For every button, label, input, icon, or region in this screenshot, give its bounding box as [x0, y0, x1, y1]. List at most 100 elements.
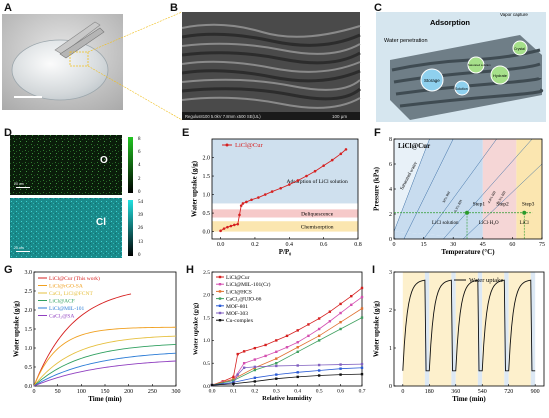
step-label: Step2 [496, 201, 509, 207]
x-tick-label: 0.2 [251, 242, 258, 248]
plot-frame [393, 271, 545, 387]
bubble-storage: Storage [424, 78, 440, 83]
data-point [339, 373, 342, 376]
x-tick-label: 0.0 [217, 242, 225, 248]
panel-label: D [4, 127, 12, 139]
legend-label: MOF-801 [226, 304, 248, 310]
rh-label: 4.4% RH [487, 190, 497, 204]
adsorption-schematic: Adsorption Water penetration Vapor captu… [376, 12, 546, 122]
data-point [232, 379, 235, 382]
data-point [275, 350, 278, 353]
y-tick-label: 0.5 [203, 361, 210, 367]
series-line [33, 344, 177, 387]
sem-image: Regulus8100 5.0kV 7.8mm x500 SE(UL) 100 … [181, 12, 361, 120]
eds-cl-scalebar: 20 um [14, 246, 24, 250]
data-point [296, 179, 300, 182]
data-point [253, 365, 257, 369]
x-tick-label: 30 [450, 242, 456, 248]
x-axis-label: P/P₀ [279, 248, 292, 256]
x-axis-label: Time (min) [88, 395, 122, 403]
legend-label: LiCl@MIL-101 [49, 306, 85, 312]
bubble-saturated: Saturated solution [468, 63, 491, 67]
data-point [222, 227, 226, 230]
x-tick-label: 540 [478, 389, 487, 395]
desorption-band [504, 272, 509, 386]
data-point [360, 307, 364, 310]
y-axis-label: Pressure (kPa) [372, 166, 380, 211]
data-point [253, 346, 257, 350]
panel-i: I 0 180 360 540 720 900 0 1 2 3 Time (min) Water up… [368, 262, 549, 413]
region-label: Deliquescence [301, 211, 334, 217]
schematic-subtitle: Water penetration [384, 38, 428, 44]
x-tick-label: 0.6 [337, 389, 344, 395]
legend-marker [218, 304, 222, 307]
rh-label: 6.3% RH [453, 199, 463, 213]
svg-text:4: 4 [138, 163, 141, 168]
x-tick-label: 300 [172, 389, 181, 395]
x-tick-label: 0 [401, 389, 404, 395]
data-point [232, 382, 235, 385]
x-axis-label: Relative humidity [262, 395, 312, 402]
data-point [360, 366, 364, 369]
legend-marker [218, 319, 222, 322]
data-point [339, 152, 343, 156]
legend-marker [225, 143, 229, 147]
legend-marker [218, 297, 222, 300]
svg-text:39: 39 [138, 213, 144, 218]
data-point [317, 374, 321, 377]
data-point [317, 339, 321, 342]
data-point [241, 202, 245, 205]
panel-b: B Regulus8100 5.0kV 7.8mm x500 SE(UL) 10… [170, 0, 364, 125]
data-point [296, 371, 299, 374]
data-point [296, 375, 299, 379]
y-tick-label: 0 [389, 384, 392, 390]
rh-label: 3.3% RH [497, 190, 507, 204]
region-hydrate [482, 139, 517, 239]
bubble-solution: Solution [455, 87, 468, 91]
legend-marker [218, 311, 222, 315]
region-label: LiCl·H₂O [479, 221, 499, 226]
x-tick-label: 900 [531, 389, 540, 395]
data-point [307, 334, 310, 338]
panel-label: H [186, 264, 194, 276]
x-tick-label: 0.1 [230, 389, 237, 395]
legend-label: Water uptake [469, 277, 503, 284]
legend-label: CaCl₂ LiCl@FCNT [49, 291, 93, 297]
legend-label: LiCl@Cur [226, 275, 250, 281]
svg-text:0: 0 [138, 253, 141, 258]
rh-label: 30% RH [442, 190, 452, 203]
colorbar-cl [128, 200, 133, 256]
x-tick-label: 200 [124, 389, 133, 395]
legend-label: LiCl@Cur (This work) [49, 275, 100, 282]
x-tick-label: 0.7 [359, 389, 366, 395]
data-point [253, 380, 257, 383]
adsorption-band [402, 272, 425, 386]
isoster-line [393, 138, 430, 232]
data-point [360, 295, 364, 299]
y-tick-label: 0 [389, 237, 392, 243]
data-point [307, 323, 310, 326]
x-tick-label: 250 [148, 389, 157, 395]
svg-text:2: 2 [138, 177, 141, 182]
data-point [279, 186, 283, 190]
x-tick-label: 0 [393, 242, 396, 248]
data-point [296, 346, 299, 349]
plot-frame [211, 271, 363, 387]
data-point [296, 329, 299, 332]
bubble-hydrate: Hydrate [493, 73, 508, 78]
legend-label: LiCl@ACF [49, 299, 75, 305]
adsorption-band [508, 272, 531, 386]
y-tick-label: 0.0 [25, 384, 33, 390]
data-point [305, 174, 308, 178]
x-tick-label: 100 [77, 389, 86, 395]
data-point [257, 196, 260, 199]
data-point [236, 352, 239, 356]
data-point [270, 190, 274, 193]
isoster-line [423, 138, 497, 240]
svg-text:26: 26 [138, 226, 144, 231]
data-point [317, 327, 321, 331]
y-axis-label: Water uptake (g/g) [193, 303, 200, 355]
panel-h: H 0.0 0.1 0.2 0.3 0.4 0.5 0.6 0.7 0.0 0.5 1.0 1.5 2.… [182, 262, 368, 413]
x-tick-label: 50 [55, 389, 61, 395]
y-tick-label: 8 [389, 137, 392, 143]
